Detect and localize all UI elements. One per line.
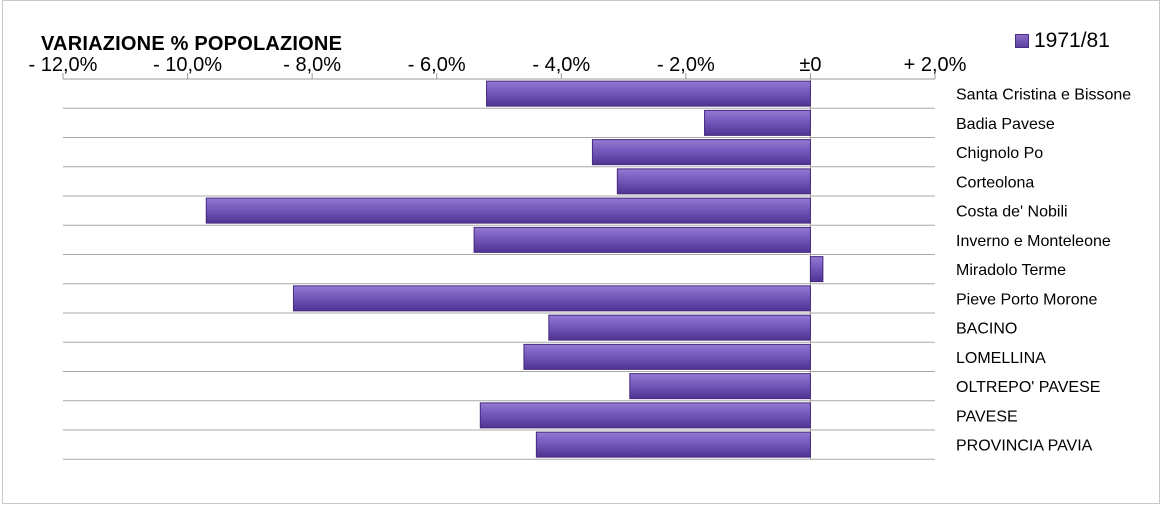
- category-label: Badia Pavese: [956, 116, 1055, 133]
- category-label: Chignolo Po: [956, 145, 1043, 162]
- x-tick-label: - 4,0%: [532, 54, 590, 76]
- bar: [205, 197, 811, 224]
- bar: [704, 109, 811, 136]
- chart-title: VARIAZIONE % POPOLAZIONE: [41, 33, 343, 55]
- x-tick-label: + 2,0%: [904, 54, 967, 76]
- bar: [809, 256, 824, 283]
- bar: [292, 285, 811, 312]
- bar: [535, 431, 811, 458]
- category-label: Miradolo Terme: [956, 262, 1066, 279]
- x-tick-label: - 12,0%: [29, 54, 98, 76]
- bar: [616, 168, 811, 195]
- category-label: Corteolona: [956, 174, 1034, 191]
- bar-chart: - 12,0% - 10,0% - 8,0% - 6,0% - 4,0% - 2,0% ±0…: [29, 54, 1131, 460]
- bar: [523, 343, 811, 370]
- x-tick-label: - 10,0%: [153, 54, 222, 76]
- bar: [591, 139, 811, 166]
- category-label: BACINO: [956, 321, 1017, 338]
- category-label: PAVESE: [956, 408, 1018, 425]
- bar: [473, 226, 811, 253]
- x-tick-label: - 2,0%: [657, 54, 715, 76]
- x-tick-label: - 8,0%: [283, 54, 341, 76]
- category-label: OLTREPO' PAVESE: [956, 379, 1100, 396]
- category-label: Santa Cristina e Bissone: [956, 87, 1131, 104]
- category-label: PROVINCIA PAVIA: [956, 438, 1093, 455]
- legend-swatch: [1015, 34, 1029, 48]
- bar: [548, 314, 811, 341]
- category-label: Inverno e Monteleone: [956, 233, 1111, 250]
- x-tick-label: - 6,0%: [408, 54, 466, 76]
- x-tick-label: ±0: [799, 54, 821, 76]
- legend-label: 1971/81: [1034, 29, 1110, 52]
- legend: 1971/81: [1015, 29, 1110, 53]
- bar: [486, 80, 811, 107]
- bar: [629, 373, 811, 400]
- category-label: LOMELLINA: [956, 350, 1046, 367]
- bar: [479, 402, 811, 429]
- category-label: Costa de' Nobili: [956, 204, 1068, 221]
- category-label: Pieve Porto Morone: [956, 291, 1098, 308]
